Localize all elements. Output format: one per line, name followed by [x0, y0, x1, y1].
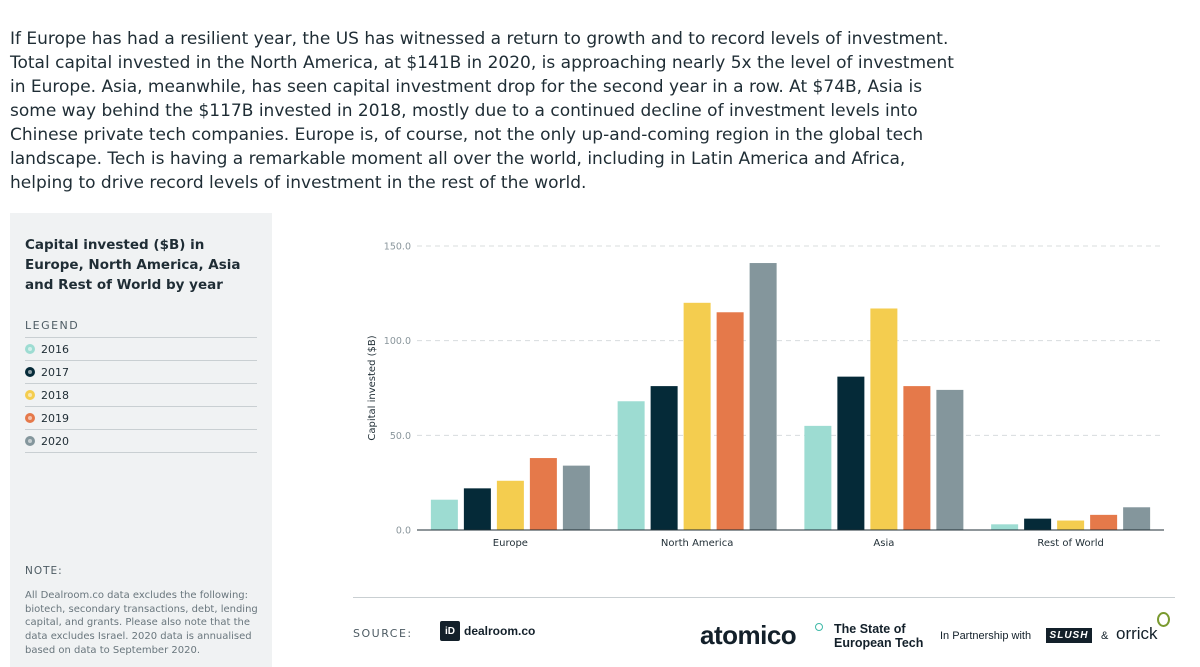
legend-item-2017: 2017 — [25, 360, 257, 383]
legend-swatch-icon — [25, 344, 35, 354]
bar-europe-2016 — [430, 499, 458, 530]
bar-rest-of-world-2017 — [1024, 518, 1052, 530]
chart-sidebar: Capital invested ($B) in Europe, North A… — [10, 213, 272, 667]
bar-rest-of-world-2020 — [1123, 507, 1151, 530]
orrick-logo: orrick — [1116, 624, 1158, 643]
bar-asia-2020 — [936, 389, 964, 530]
y-tick-label: 50.0 — [390, 431, 411, 442]
legend-item-2016: 2016 — [25, 337, 257, 360]
x-tick-label: North America — [661, 538, 733, 549]
bar-asia-2016 — [804, 425, 832, 530]
legend-label: 2016 — [41, 342, 69, 356]
bar-chart: 0.0 50.0 100.0 150.0 Capital invested ($B) Eu… — [367, 242, 1164, 549]
legend-item-2019: 2019 — [25, 406, 257, 429]
legend-item-2020: 2020 — [25, 429, 257, 453]
x-tick-label: Asia — [873, 538, 894, 549]
legend-item-2018: 2018 — [25, 383, 257, 406]
orrick-ring-icon — [1157, 612, 1170, 627]
bar-rest-of-world-2016 — [991, 524, 1019, 530]
atomico-logo: atomico — [700, 620, 797, 650]
bar-europe-2018 — [496, 480, 524, 530]
dealroom-icon: iD — [440, 621, 460, 641]
bar-asia-2018 — [870, 308, 898, 530]
bar-north-america-2016 — [617, 401, 645, 530]
y-tick-label: 100.0 — [384, 336, 411, 347]
legend-label: 2020 — [41, 434, 69, 448]
legend-label: 2018 — [41, 388, 69, 402]
y-tick-label: 0.0 — [396, 526, 411, 537]
chart-title: Capital invested ($B) in Europe, North A… — [25, 237, 241, 293]
bar-asia-2019 — [903, 386, 931, 530]
legend-swatch-icon — [25, 367, 35, 377]
x-tick-label: Europe — [493, 538, 528, 549]
bar-rest-of-world-2019 — [1090, 514, 1118, 530]
source-label: SOURCE: — [353, 627, 413, 640]
bar-europe-2019 — [529, 458, 557, 530]
note-heading: NOTE: — [25, 565, 63, 577]
ampersand: & — [1101, 630, 1109, 642]
bar-north-america-2020 — [749, 263, 777, 530]
partner-label: In Partnership with — [940, 630, 1032, 642]
bar-europe-2017 — [463, 488, 491, 530]
legend: 2016 2017 2018 2019 2020 — [25, 337, 257, 453]
legend-swatch-icon — [25, 390, 35, 400]
slush-logo: SLUSH — [1046, 628, 1092, 643]
bar-europe-2020 — [562, 465, 590, 530]
bar-rest-of-world-2018 — [1057, 520, 1085, 530]
atomico-dot-icon — [815, 623, 823, 631]
legend-swatch-icon — [25, 413, 35, 423]
bar-north-america-2017 — [650, 386, 678, 530]
x-tick-label: Rest of World — [1037, 538, 1103, 549]
bar-north-america-2019 — [716, 312, 744, 530]
legend-swatch-icon — [25, 436, 35, 446]
y-axis-label: Capital invested ($B) — [367, 335, 378, 440]
dealroom-logo: iD dealroom.co — [440, 621, 535, 641]
legend-heading: LEGEND — [25, 319, 80, 332]
legend-label: 2019 — [41, 411, 69, 425]
footer-divider — [353, 597, 1175, 598]
legend-label: 2017 — [41, 365, 69, 379]
note-text: All Dealroom.co data excludes the follow… — [25, 590, 258, 656]
y-tick-label: 150.0 — [384, 242, 411, 253]
bar-north-america-2018 — [683, 302, 711, 530]
dealroom-text: dealroom.co — [464, 624, 536, 638]
report-title: The State of European Tech — [834, 622, 924, 650]
intro-paragraph: If Europe has had a resilient year, the … — [10, 29, 954, 193]
bar-asia-2017 — [837, 376, 865, 530]
